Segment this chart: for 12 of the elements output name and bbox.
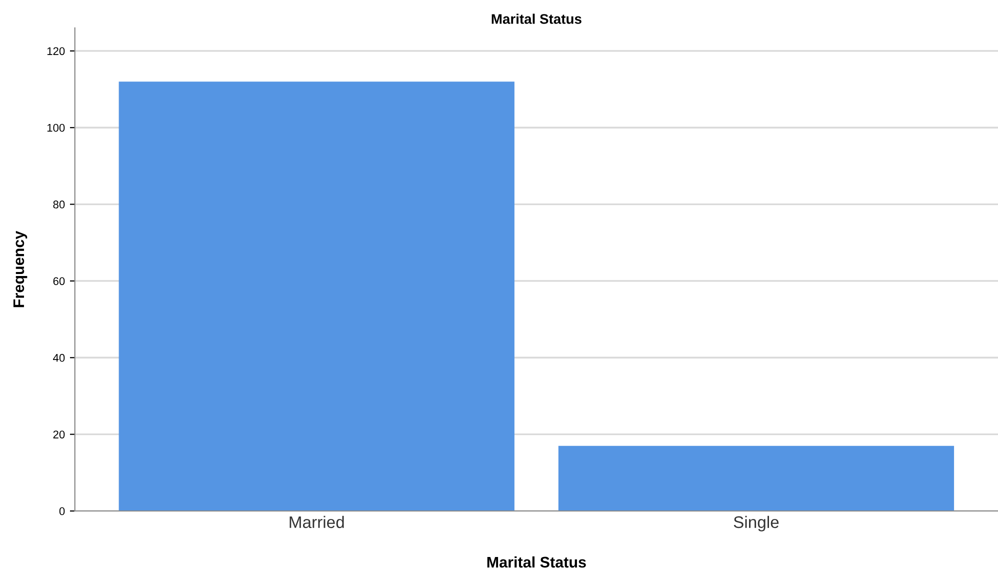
y-axis-title: Frequency: [13, 230, 28, 308]
chart-title: Marital Status: [492, 14, 582, 24]
x-tick-label: Married: [290, 516, 344, 528]
y-tick-label: 80: [53, 200, 65, 208]
y-tick-label: 40: [53, 354, 65, 362]
y-tick-label: 0: [59, 507, 65, 516]
x-axis-title: Marital Status: [487, 556, 586, 568]
y-tick-label: 120: [47, 47, 65, 56]
x-tick-label: Single: [734, 516, 779, 532]
y-tick-label: 60: [53, 277, 65, 286]
y-tick-label: 100: [47, 124, 65, 132]
y-tick-label: 20: [53, 430, 65, 438]
